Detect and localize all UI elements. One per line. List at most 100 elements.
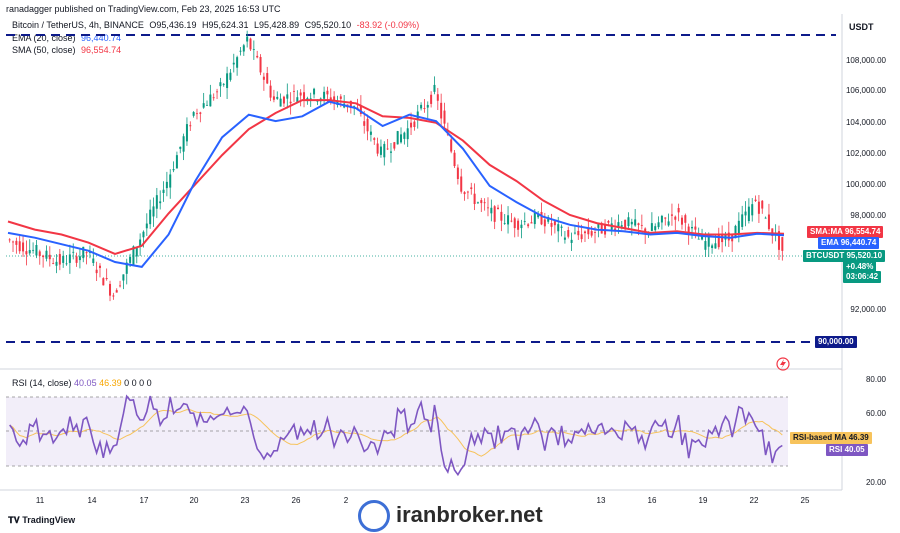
candle-body[interactable] bbox=[222, 83, 225, 85]
candle-body[interactable] bbox=[175, 155, 178, 169]
candle-body[interactable] bbox=[523, 221, 526, 222]
candle-body[interactable] bbox=[22, 242, 25, 252]
candle-body[interactable] bbox=[503, 223, 506, 224]
candle-body[interactable] bbox=[553, 221, 556, 226]
candle-body[interactable] bbox=[707, 235, 710, 247]
candle-body[interactable] bbox=[627, 217, 630, 227]
candle-body[interactable] bbox=[386, 148, 389, 150]
ema-legend[interactable]: EMA (20, close) 96,440.74 bbox=[12, 33, 124, 43]
sma-line[interactable] bbox=[7, 99, 785, 255]
candle-body[interactable] bbox=[32, 249, 35, 251]
candle-body[interactable] bbox=[684, 215, 687, 223]
candle-body[interactable] bbox=[323, 91, 326, 99]
candle-body[interactable] bbox=[396, 131, 399, 145]
candle-body[interactable] bbox=[617, 222, 620, 228]
candle-body[interactable] bbox=[35, 245, 38, 256]
tradingview-logo[interactable]: 𝐓𝐕 TradingView bbox=[8, 515, 75, 526]
candle-body[interactable] bbox=[717, 235, 720, 248]
candle-body[interactable] bbox=[403, 132, 406, 139]
candle-body[interactable] bbox=[246, 36, 249, 42]
candle-body[interactable] bbox=[430, 94, 433, 104]
candle-body[interactable] bbox=[781, 237, 784, 251]
candle-body[interactable] bbox=[159, 201, 162, 204]
candle-body[interactable] bbox=[299, 92, 302, 96]
candle-body[interactable] bbox=[607, 221, 610, 223]
candle-body[interactable] bbox=[179, 146, 182, 149]
candle-body[interactable] bbox=[182, 136, 185, 152]
candle-body[interactable] bbox=[697, 238, 700, 240]
rsi-line[interactable] bbox=[9, 394, 783, 477]
candle-body[interactable] bbox=[640, 224, 643, 226]
candle-body[interactable] bbox=[600, 223, 603, 234]
candle-body[interactable] bbox=[376, 143, 379, 154]
candle-body[interactable] bbox=[744, 211, 747, 216]
candle-body[interactable] bbox=[497, 207, 500, 210]
candle-body[interactable] bbox=[670, 214, 673, 216]
candle-body[interactable] bbox=[259, 56, 262, 73]
candle-body[interactable] bbox=[28, 250, 31, 254]
candle-body[interactable] bbox=[296, 97, 299, 103]
candle-body[interactable] bbox=[456, 167, 459, 180]
candle-body[interactable] bbox=[279, 98, 282, 107]
candle-body[interactable] bbox=[55, 261, 58, 266]
candle-body[interactable] bbox=[162, 189, 165, 193]
candle-body[interactable] bbox=[677, 208, 680, 213]
candle-body[interactable] bbox=[741, 214, 744, 227]
candle-body[interactable] bbox=[45, 250, 48, 259]
candle-body[interactable] bbox=[149, 209, 152, 225]
candle-body[interactable] bbox=[583, 231, 586, 234]
candle-body[interactable] bbox=[667, 221, 670, 226]
candle-body[interactable] bbox=[135, 247, 138, 257]
candle-body[interactable] bbox=[209, 94, 212, 107]
candle-body[interactable] bbox=[239, 50, 242, 52]
candle-body[interactable] bbox=[450, 139, 453, 152]
candle-body[interactable] bbox=[620, 225, 623, 227]
candle-body[interactable] bbox=[466, 191, 469, 193]
candle-body[interactable] bbox=[490, 207, 493, 214]
candle-body[interactable] bbox=[383, 143, 386, 158]
candle-body[interactable] bbox=[48, 254, 51, 260]
candle-body[interactable] bbox=[540, 212, 543, 225]
candle-body[interactable] bbox=[363, 121, 366, 126]
candle-body[interactable] bbox=[192, 112, 195, 116]
candle-body[interactable] bbox=[436, 94, 439, 101]
sma-price-tag[interactable]: SMA:MA 96,554.74 bbox=[807, 226, 884, 238]
candle-body[interactable] bbox=[155, 195, 158, 209]
candle-body[interactable] bbox=[751, 204, 754, 216]
symbol-legend[interactable]: Bitcoin / TetherUS, 4h, BINANCE O95,436.… bbox=[12, 20, 422, 30]
candle-body[interactable] bbox=[580, 234, 583, 240]
candle-body[interactable] bbox=[510, 220, 513, 222]
candle-body[interactable] bbox=[460, 176, 463, 192]
candle-body[interactable] bbox=[199, 112, 202, 114]
candle-body[interactable] bbox=[680, 217, 683, 225]
candle-body[interactable] bbox=[232, 62, 235, 65]
candle-body[interactable] bbox=[470, 187, 473, 190]
candle-body[interactable] bbox=[242, 45, 245, 52]
candle-body[interactable] bbox=[637, 223, 640, 226]
candle-body[interactable] bbox=[109, 283, 112, 296]
candle-body[interactable] bbox=[339, 96, 342, 99]
candle-body[interactable] bbox=[393, 142, 396, 149]
candle-body[interactable] bbox=[650, 223, 653, 232]
candle-body[interactable] bbox=[493, 206, 496, 222]
candle-body[interactable] bbox=[567, 230, 570, 237]
support-level-tag[interactable]: 90,000.00 bbox=[815, 336, 857, 348]
candle-body[interactable] bbox=[105, 278, 108, 280]
candle-body[interactable] bbox=[152, 206, 155, 217]
candle-body[interactable] bbox=[701, 236, 704, 240]
candle-body[interactable] bbox=[65, 263, 68, 265]
candle-body[interactable] bbox=[587, 227, 590, 235]
last-price-tag[interactable]: BTCUSDT 95,520.10 bbox=[803, 250, 886, 262]
candle-body[interactable] bbox=[754, 199, 757, 201]
candle-body[interactable] bbox=[142, 231, 145, 238]
candle-body[interactable] bbox=[734, 225, 737, 239]
candle-body[interactable] bbox=[517, 220, 520, 230]
candle-body[interactable] bbox=[440, 102, 443, 119]
candle-body[interactable] bbox=[98, 265, 101, 268]
candle-body[interactable] bbox=[269, 85, 272, 98]
candle-body[interactable] bbox=[406, 128, 409, 140]
candle-body[interactable] bbox=[480, 200, 483, 204]
candle-body[interactable] bbox=[229, 72, 232, 80]
candle-body[interactable] bbox=[139, 239, 142, 246]
candle-body[interactable] bbox=[550, 222, 553, 227]
